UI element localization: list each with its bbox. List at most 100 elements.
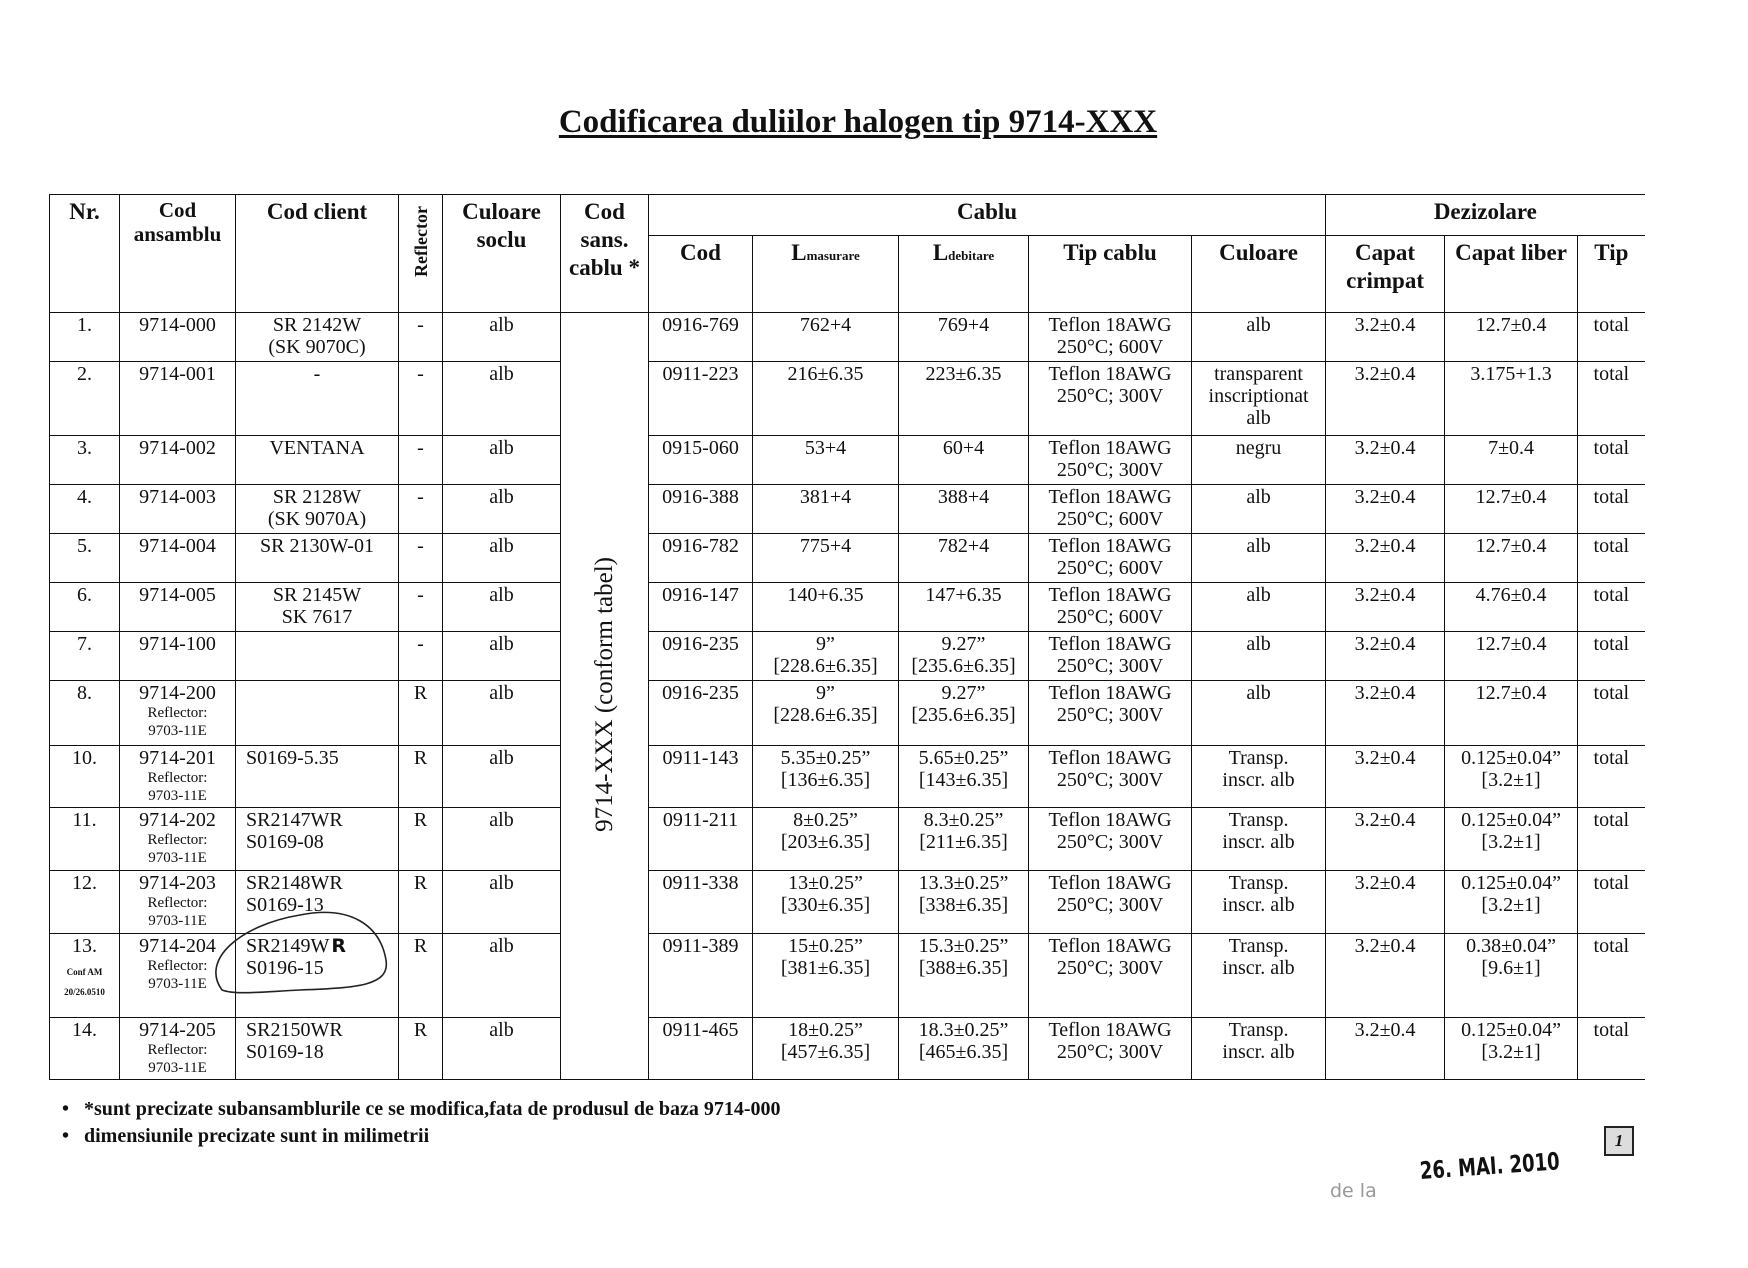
cell-l-masurare: 13±0.25” [330±6.35]: [752, 870, 899, 934]
cell-nr: 6.: [49, 582, 120, 632]
cell-cod-client: [235, 680, 399, 746]
cod-ansamblu: 9714-004: [139, 535, 216, 557]
l-subscript: debitare: [948, 248, 995, 263]
stamp-date: 26. MAI. 2010: [1419, 1147, 1561, 1185]
culoare-value: alb: [1246, 682, 1271, 704]
cod-ansamblu: 9714-000: [139, 314, 216, 336]
l-masurare-value: 15±0.25”: [788, 935, 863, 957]
cod-client-line: VENTANA: [239, 437, 395, 459]
table-body: 1. 9714-000 SR 2142W (SK 9070C) - alb 9714-XXX…: [49, 312, 1645, 1080]
row-number: 12.: [72, 872, 97, 894]
reflector-code: Reflector:: [147, 958, 208, 974]
l-debitare-value: 388+4: [937, 486, 990, 508]
cell-culoare: Transp. inscr. alb: [1190, 745, 1327, 808]
cell-reflector: R: [398, 680, 443, 746]
cell-l-debitare: 9.27” [235.6±6.35]: [898, 680, 1029, 746]
reflector-code: 9703-11E: [148, 788, 207, 804]
cell-culoare-soclu: alb: [442, 680, 561, 746]
cell-culoare: alb: [1190, 484, 1327, 534]
cod-client-text: SR 2130W-01: [260, 535, 374, 557]
cell-nr: 14.: [49, 1017, 120, 1080]
tip-cablu-value: Teflon 18AWG: [1048, 682, 1172, 704]
coding-table: Nr. Cod ansamblu Cod client Reflector Cu…: [49, 194, 1645, 1080]
row-number: 7.: [77, 633, 92, 655]
table-row: 12. 9714-203 Reflector: 9703-11E SR2148WR S01…: [49, 870, 1645, 934]
cod-client-line: SR 2128W: [239, 486, 395, 508]
cell-l-debitare: 8.3±0.25” [211±6.35]: [898, 807, 1029, 871]
cell-nr: 7.: [49, 631, 120, 681]
cell-capat-liber: 12.7±0.4: [1444, 631, 1579, 681]
cell-l-masurare: 775+4: [752, 533, 899, 583]
cell-nr: 13. Conf AM 20/26.0510: [49, 933, 120, 1018]
capat-liber-value: [3.2±1]: [1481, 894, 1541, 916]
cell-capat-liber: 7±0.4: [1444, 435, 1579, 485]
cell-l-masurare: 8±0.25” [203±6.35]: [752, 807, 899, 871]
cell-tip-cablu: Teflon 18AWG 250°C; 300V: [1028, 745, 1192, 808]
reflector-code: Reflector:: [147, 1042, 208, 1058]
cell-l-masurare: 381+4: [752, 484, 899, 534]
cell-capat-crimpat: 3.2±0.4: [1325, 807, 1446, 871]
header-culoare-soclu: Culoare soclu: [442, 194, 561, 313]
cell-capat-crimpat: 3.2±0.4: [1325, 870, 1446, 934]
l-masurare-value: 762+4: [799, 314, 852, 336]
handwritten-mark: R: [331, 935, 346, 957]
cell-l-debitare: 223±6.35: [898, 361, 1029, 436]
tip-cablu-value: Teflon 18AWG: [1048, 935, 1172, 957]
cell-culoare-soclu: alb: [442, 745, 561, 808]
cell-nr: 3.: [49, 435, 120, 485]
cell-reflector: -: [398, 582, 443, 632]
cell-capat-liber: 0.125±0.04” [3.2±1]: [1444, 1017, 1579, 1080]
culoare-value: alb: [1246, 486, 1271, 508]
cell-reflector: R: [398, 933, 443, 1018]
l-debitare-value: 13.3±0.25”: [918, 872, 1009, 894]
row-number: 3.: [77, 437, 92, 459]
tip-cablu-value: Teflon 18AWG: [1048, 486, 1172, 508]
cell-culoare: alb: [1190, 680, 1327, 746]
l-masurare-value: 53+4: [804, 437, 847, 459]
l-masurare-value: 13±0.25”: [788, 872, 863, 894]
cell-cod-client: SR2150WR S0169-18: [235, 1017, 399, 1080]
cell-tip-dezizolare: total: [1577, 533, 1645, 583]
cell-l-debitare: 388+4: [898, 484, 1029, 534]
cell-l-masurare: 5.35±0.25” [136±6.35]: [752, 745, 899, 808]
cod-client-line: (SK 9070A): [239, 508, 395, 530]
cell-culoare-soclu: alb: [442, 933, 561, 1018]
cell-reflector: -: [398, 533, 443, 583]
cell-cod-client: SR2149W R S0196-15: [235, 933, 399, 1018]
header-l-masurare: Lmasurare: [752, 235, 899, 313]
l-debitare-value: [211±6.35]: [919, 831, 1008, 853]
row-number: 8.: [77, 682, 92, 704]
cell-cod-client: SR 2128W (SK 9070A): [235, 484, 399, 534]
cell-cod-client: -: [235, 361, 399, 436]
cell-capat-crimpat: 3.2±0.4: [1325, 435, 1446, 485]
cell-cod-ansamblu: 9714-205 Reflector: 9703-11E: [119, 1017, 236, 1080]
header-nr: Nr.: [49, 194, 120, 313]
cell-reflector: R: [398, 807, 443, 871]
cell-cod-ansamblu: 9714-004: [119, 533, 236, 583]
footnote-text: dimensiunile precizate sunt in milimetri…: [84, 1125, 430, 1147]
culoare-value: inscr. alb: [1222, 957, 1295, 979]
capat-liber-value: [3.2±1]: [1481, 1041, 1541, 1063]
cell-l-debitare: 9.27” [235.6±6.35]: [898, 631, 1029, 681]
cell-culoare-soclu: alb: [442, 870, 561, 934]
tip-cablu-value: 250°C; 600V: [1056, 606, 1164, 628]
tip-cablu-value: 250°C; 300V: [1056, 769, 1164, 791]
cell-reflector: -: [398, 312, 443, 362]
cod-client-line: SK 7617: [239, 606, 395, 628]
cell-tip-dezizolare: total: [1577, 312, 1645, 362]
footnote-1: • *sunt precizate subansamblurile ce se m…: [62, 1098, 781, 1121]
culoare-value: Transp.: [1228, 872, 1289, 894]
l-masurare-value: [136±6.35]: [780, 769, 871, 791]
cell-cod-cablu: 0916-388: [648, 484, 753, 534]
cell-tip-dezizolare: total: [1577, 680, 1645, 746]
header-reflector-label: Reflector: [410, 206, 431, 277]
l-masurare-value: 9”: [816, 633, 835, 655]
header-culoare: Culoare: [1190, 235, 1327, 313]
cell-capat-liber: 12.7±0.4: [1444, 312, 1579, 362]
cell-cod-ansamblu: 9714-005: [119, 582, 236, 632]
cell-l-debitare: 782+4: [898, 533, 1029, 583]
cell-nr: 1.: [49, 312, 120, 362]
header-l-debitare: Ldebitare: [898, 235, 1029, 313]
cell-capat-crimpat: 3.2±0.4: [1325, 361, 1446, 436]
l-debitare-value: [235.6±6.35]: [911, 704, 1016, 726]
